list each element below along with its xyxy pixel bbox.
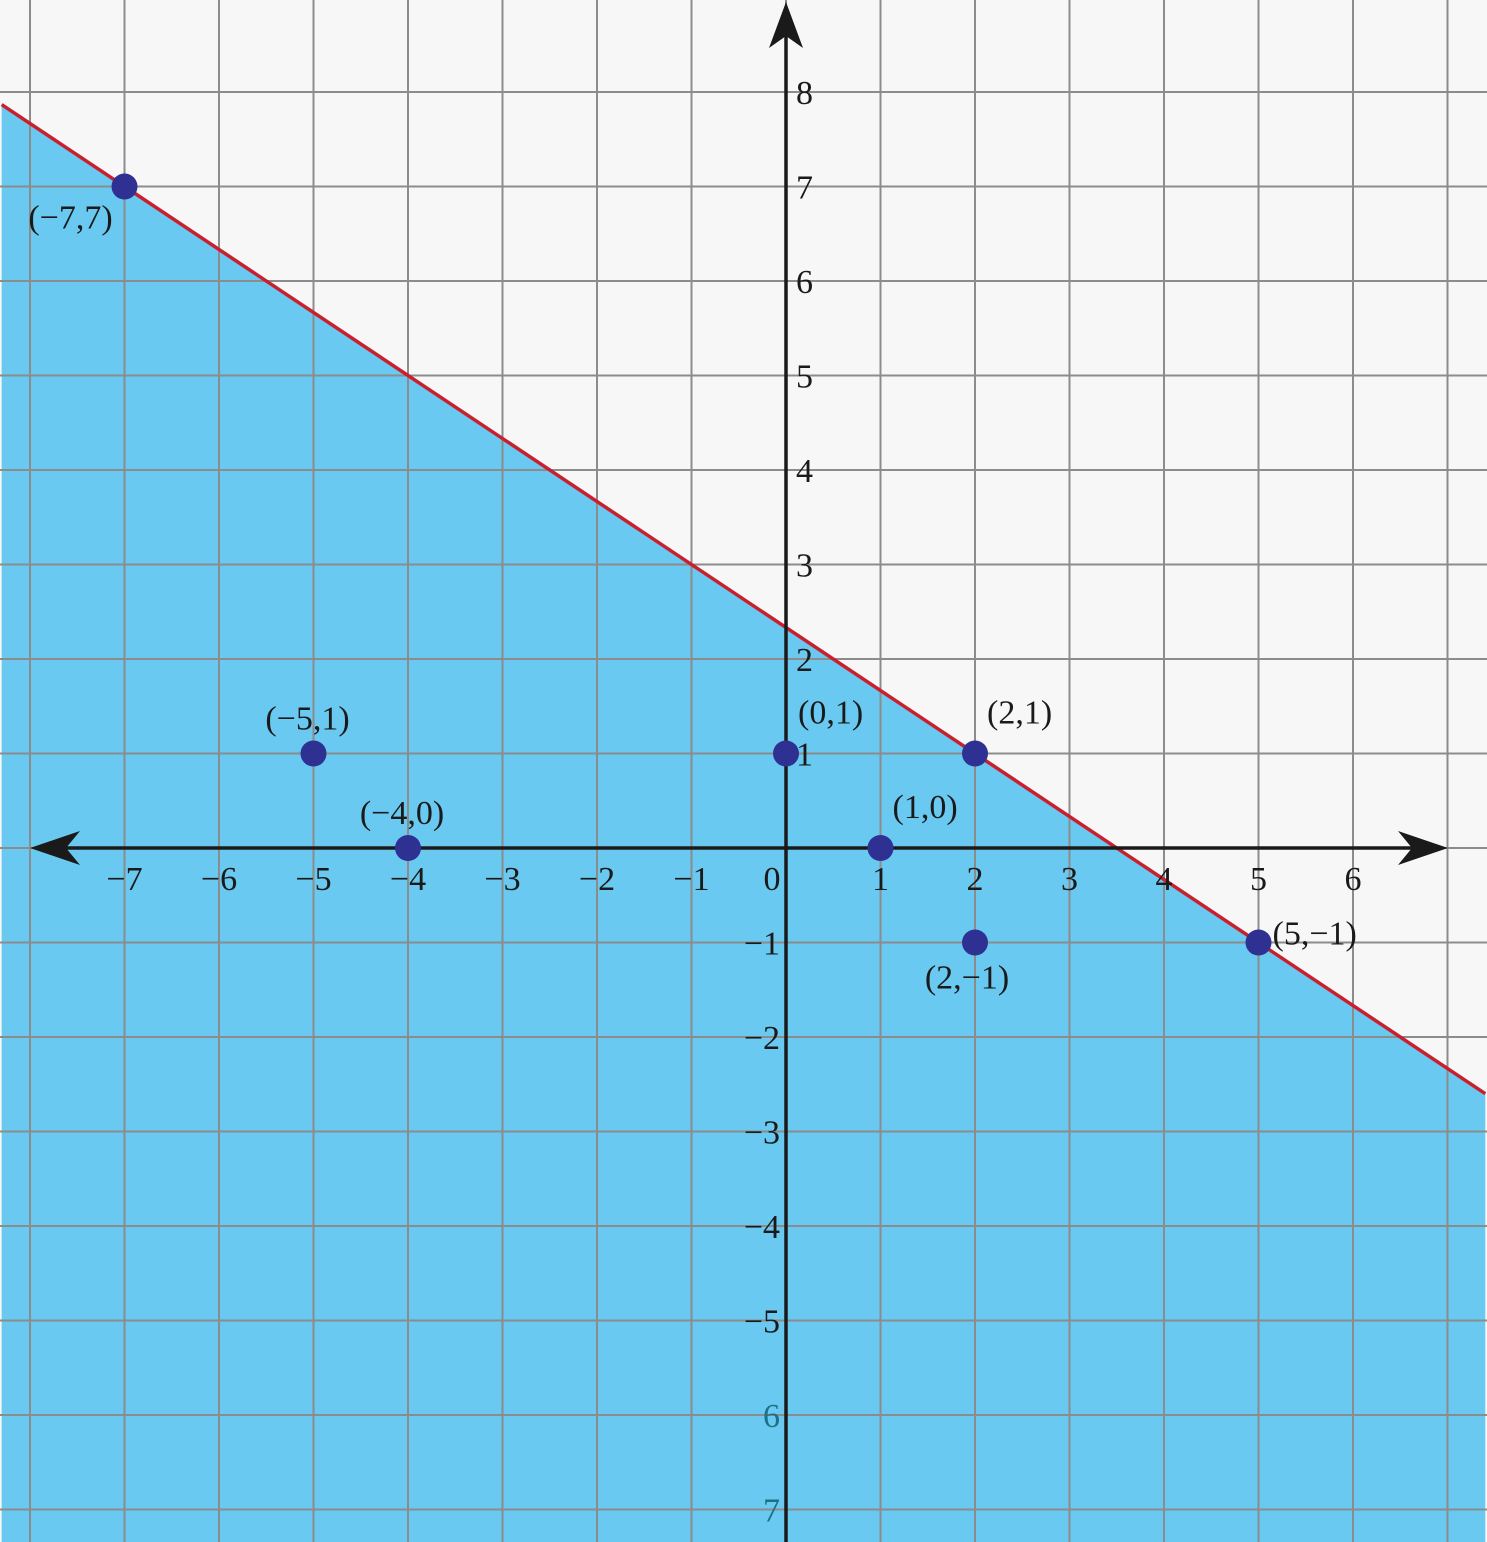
data-point — [395, 835, 421, 861]
y-tick-label: 4 — [796, 453, 813, 490]
data-point-label: (−5,1) — [265, 701, 349, 738]
y-tick-label: −1 — [744, 926, 780, 963]
data-point-label: (2,1) — [987, 695, 1052, 732]
data-point — [111, 173, 138, 200]
y-tick-label: 8 — [796, 75, 813, 112]
shaded-region — [1, 104, 1486, 1542]
x-tick-label: 1 — [872, 861, 889, 898]
points-layer: (−7,7) (−5,1) (−4,0) (0,1) (1,0) (2,1) (2,−1) (… — [28, 173, 1357, 997]
data-point — [867, 835, 894, 861]
x-axis-arrow-right — [1398, 831, 1448, 865]
x-tick-label: 2 — [967, 861, 984, 898]
y-tick-label: 6 — [763, 1398, 780, 1435]
data-point — [1245, 929, 1272, 956]
x-tick-label: −3 — [484, 861, 520, 898]
y-tick-label: 3 — [796, 548, 813, 585]
boundary-line-layer — [0, 103, 1487, 1096]
y-tick-label: 1 — [796, 737, 813, 774]
x-tick-label: 0 — [764, 861, 781, 898]
x-tick-label: −7 — [106, 861, 142, 898]
data-point-label: (2,−1) — [925, 960, 1009, 997]
x-tick-label: 6 — [1345, 861, 1362, 898]
x-tick-label: −1 — [673, 861, 709, 898]
x-tick-label: −6 — [201, 861, 237, 898]
y-tick-label: −2 — [744, 1020, 780, 1057]
y-tick-label: −3 — [744, 1115, 780, 1152]
x-tick-label: −5 — [295, 861, 331, 898]
data-point-label: (5,−1) — [1273, 916, 1357, 953]
x-axis-arrow-left — [30, 831, 80, 865]
data-point-label: (−4,0) — [360, 795, 444, 832]
data-point — [962, 929, 988, 956]
data-point-label: (0,1) — [798, 695, 863, 732]
data-point — [773, 740, 799, 767]
y-tick-label: 7 — [796, 170, 813, 207]
y-tick-label: 6 — [796, 264, 813, 301]
y-tick-label: 7 — [763, 1493, 780, 1530]
y-tick-label: 5 — [796, 359, 813, 396]
data-point-label: (1,0) — [893, 789, 958, 826]
x-tick-label: −4 — [390, 861, 426, 898]
boundary-line — [0, 103, 1487, 1096]
x-tick-label: 4 — [1156, 861, 1173, 898]
x-tick-label: −2 — [579, 861, 615, 898]
x-tick-label: 5 — [1250, 861, 1267, 898]
shaded-region-layer — [1, 104, 1486, 1542]
data-point-label: (−7,7) — [28, 200, 112, 237]
y-axis-arrow-up — [769, 2, 803, 48]
x-tick-label: 3 — [1061, 861, 1078, 898]
data-point — [300, 740, 327, 767]
axes-layer — [30, 2, 1448, 1542]
y-tick-label: −5 — [744, 1304, 780, 1341]
y-tick-label: −4 — [744, 1209, 780, 1246]
data-point — [962, 740, 988, 767]
y-tick-label: 2 — [796, 642, 813, 679]
tick-labels-layer: −7 −6 −5 −4 −3 −2 −1 0 1 2 3 4 5 6 8 7 6 5 4 3 2 1 −1 −2 −3 −4 −5 6… — [106, 75, 1361, 1530]
